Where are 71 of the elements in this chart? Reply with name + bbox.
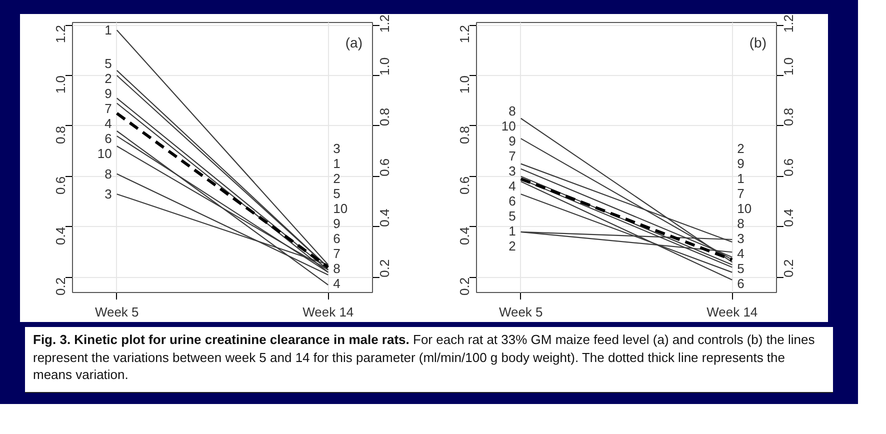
y2-tick-label: 0.2: [53, 277, 68, 296]
y2-tick-label: 1.2: [457, 25, 472, 44]
y2-tick-label: 1.0: [53, 75, 68, 94]
series-label: 6: [104, 131, 112, 146]
text: 9: [737, 156, 744, 171]
y2-tick-label: 1.0: [457, 75, 472, 94]
y2-tick-label: 0.8: [457, 126, 472, 144]
annotation: (b): [749, 34, 767, 50]
y2-tick-label: 0.6: [457, 176, 472, 194]
text: 4: [737, 246, 744, 261]
series-label: 5: [104, 56, 112, 72]
series-label: 9: [508, 133, 516, 148]
y2-tick-label: 0.6: [53, 176, 68, 194]
series-label: 8: [104, 166, 112, 182]
y-tick-label: 1.0: [781, 57, 796, 76]
series-label: 5: [737, 261, 744, 276]
text: 1: [737, 171, 744, 186]
y2-tick-label: 0.4: [457, 226, 472, 245]
y2-tick-label: 1.2: [53, 25, 68, 44]
text: 4: [333, 276, 340, 291]
y-tick-label: 1.0: [377, 57, 392, 76]
y-tick-label: 0.2: [377, 259, 392, 278]
text: 9: [333, 216, 340, 231]
text: 10: [333, 201, 348, 216]
series-label: 6: [737, 276, 744, 291]
annotation: (a): [345, 34, 363, 50]
caption: Fig. 3. Kinetic plot for urine creatinine clearance in male rats.: [33, 332, 410, 347]
y-tick-label: 0.6: [781, 158, 796, 176]
y-tick-label: 1.2: [781, 14, 796, 33]
series-label: 9: [104, 86, 112, 102]
y-tick-label: 0.8: [781, 108, 796, 126]
y-tick-label: 0.4: [377, 208, 392, 227]
text: 10: [737, 201, 752, 216]
series-label: 7: [104, 101, 112, 116]
series-label: 2: [104, 71, 112, 86]
y2-tick-label: 0.8: [53, 126, 68, 144]
text: 6: [508, 193, 516, 208]
text: 8: [737, 216, 744, 231]
text: 8: [333, 261, 340, 276]
text: 3: [333, 141, 340, 156]
series-label: 2: [508, 238, 516, 254]
x-tick-label: Week 14: [302, 304, 354, 320]
series-label: 1: [508, 223, 516, 238]
y-tick-label: 0.8: [377, 108, 392, 126]
y2-tick-label: 0.4: [53, 226, 68, 245]
text: 7: [737, 186, 744, 201]
text: 5: [333, 186, 340, 201]
series-label: 10: [501, 118, 516, 134]
text: 2: [333, 171, 340, 186]
series-label: 4: [508, 178, 516, 194]
y-tick-label: 1.2: [377, 14, 392, 33]
y-tick-label: 0.2: [781, 259, 796, 278]
y2-tick-label: 0.2: [457, 277, 472, 296]
x-tick-label: Week 5: [498, 304, 543, 320]
x-tick-label: Week 5: [94, 304, 139, 320]
text: 2: [737, 141, 744, 156]
x-tick-label: Week 14: [706, 304, 758, 320]
series-label: 7: [508, 148, 516, 164]
text: 7: [333, 246, 340, 261]
text: 3: [737, 231, 744, 246]
series-label: 1: [104, 22, 112, 38]
text: 6: [333, 231, 340, 246]
series-label: 4: [104, 116, 112, 132]
series-label: 10: [97, 146, 112, 162]
series-label: 3: [508, 163, 516, 178]
series-label: 8: [508, 103, 516, 118]
y-tick-label: 0.6: [377, 158, 392, 176]
series-label: 3: [104, 186, 112, 202]
text: 1: [333, 156, 340, 171]
y-tick-label: 0.4: [781, 208, 796, 227]
text: 5: [508, 208, 516, 224]
